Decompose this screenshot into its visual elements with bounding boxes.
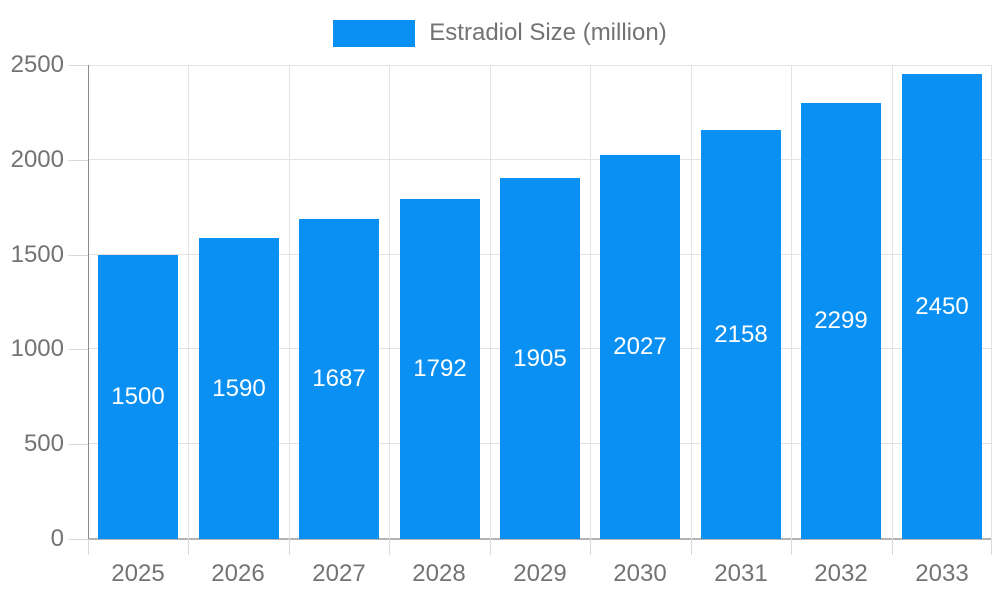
x-axis-tick-mark [691, 539, 692, 555]
bar-2030[interactable]: 2027 [600, 155, 680, 539]
legend[interactable]: Estradiol Size (million) [0, 19, 1000, 47]
x-axis-tick-label: 2031 [714, 560, 768, 587]
y-axis-tick-label: 500 [23, 430, 64, 457]
plot-area: 1500 1590 1687 1792 1905 2027 2158 2299 2450 [88, 65, 992, 540]
gridline-horizontal [88, 65, 992, 66]
y-axis-tick-mark [68, 255, 88, 256]
bar-value-label: 1500 [111, 383, 165, 410]
x-axis-tick-mark [188, 539, 189, 555]
bar-2033[interactable]: 2450 [902, 74, 982, 539]
bar-value-label: 1687 [312, 365, 366, 392]
y-axis-line [88, 65, 89, 539]
x-axis-tick-mark [490, 539, 491, 555]
bar-2028[interactable]: 1792 [400, 199, 480, 539]
x-axis-tick-label: 2025 [111, 560, 165, 587]
y-axis-tick-label: 0 [50, 525, 64, 552]
bar-value-label: 2158 [714, 320, 768, 348]
gridline-vertical [590, 65, 591, 539]
gridline-vertical [490, 65, 491, 539]
bar-2032[interactable]: 2299 [801, 103, 881, 539]
bar-2025[interactable]: 1500 [98, 255, 178, 539]
y-axis-tick-label: 1500 [10, 241, 64, 268]
x-axis-tick-mark [791, 539, 792, 555]
y-axis-tick-mark [68, 349, 88, 350]
gridline-horizontal [88, 159, 992, 160]
bar-value-label: 2299 [814, 307, 868, 334]
x-axis-tick-label: 2026 [211, 560, 265, 587]
gridline-vertical [892, 65, 893, 539]
y-axis-tick-mark [68, 444, 88, 445]
gridline-vertical [691, 65, 692, 539]
y-axis-tick-mark [68, 539, 88, 540]
bar-value-label: 2450 [915, 292, 969, 320]
bar-2029[interactable]: 1905 [500, 178, 580, 539]
x-axis-tick-label: 2032 [814, 560, 868, 587]
legend-label: Estradiol Size (million) [429, 19, 667, 46]
x-axis-tick-mark [590, 539, 591, 555]
x-axis-line [88, 538, 992, 540]
x-axis-tick-label: 2030 [613, 560, 667, 587]
bar-value-label: 1590 [212, 374, 266, 402]
bar-2027[interactable]: 1687 [299, 219, 379, 539]
x-axis-tick-mark [892, 539, 893, 555]
x-axis-tick-mark [991, 539, 992, 555]
legend-swatch [333, 19, 416, 47]
gridline-vertical [389, 65, 390, 539]
x-axis-tick-mark [389, 539, 390, 555]
bar-value-label: 1792 [413, 355, 467, 382]
y-axis-tick-label: 1000 [10, 335, 64, 362]
y-axis-tick-mark [68, 65, 88, 66]
bar-2026[interactable]: 1590 [199, 238, 279, 539]
x-axis-tick-label: 2029 [513, 560, 567, 587]
bar-value-label: 2027 [613, 333, 667, 360]
gridline-vertical [991, 65, 992, 539]
y-axis-tick-label: 2500 [10, 51, 64, 78]
x-axis-tick-mark [289, 539, 290, 555]
gridline-vertical [188, 65, 189, 539]
x-axis-tick-label: 2028 [412, 560, 466, 587]
bar-2031[interactable]: 2158 [701, 130, 781, 539]
gridline-vertical [791, 65, 792, 539]
y-axis-tick-mark [68, 160, 88, 161]
bar-value-label: 1905 [513, 344, 567, 372]
x-axis-tick-label: 2027 [312, 560, 366, 587]
x-axis-tick-label: 2033 [915, 560, 969, 587]
x-axis-tick-mark [88, 539, 89, 555]
y-axis-tick-label: 2000 [10, 146, 64, 173]
gridline-vertical [289, 65, 290, 539]
